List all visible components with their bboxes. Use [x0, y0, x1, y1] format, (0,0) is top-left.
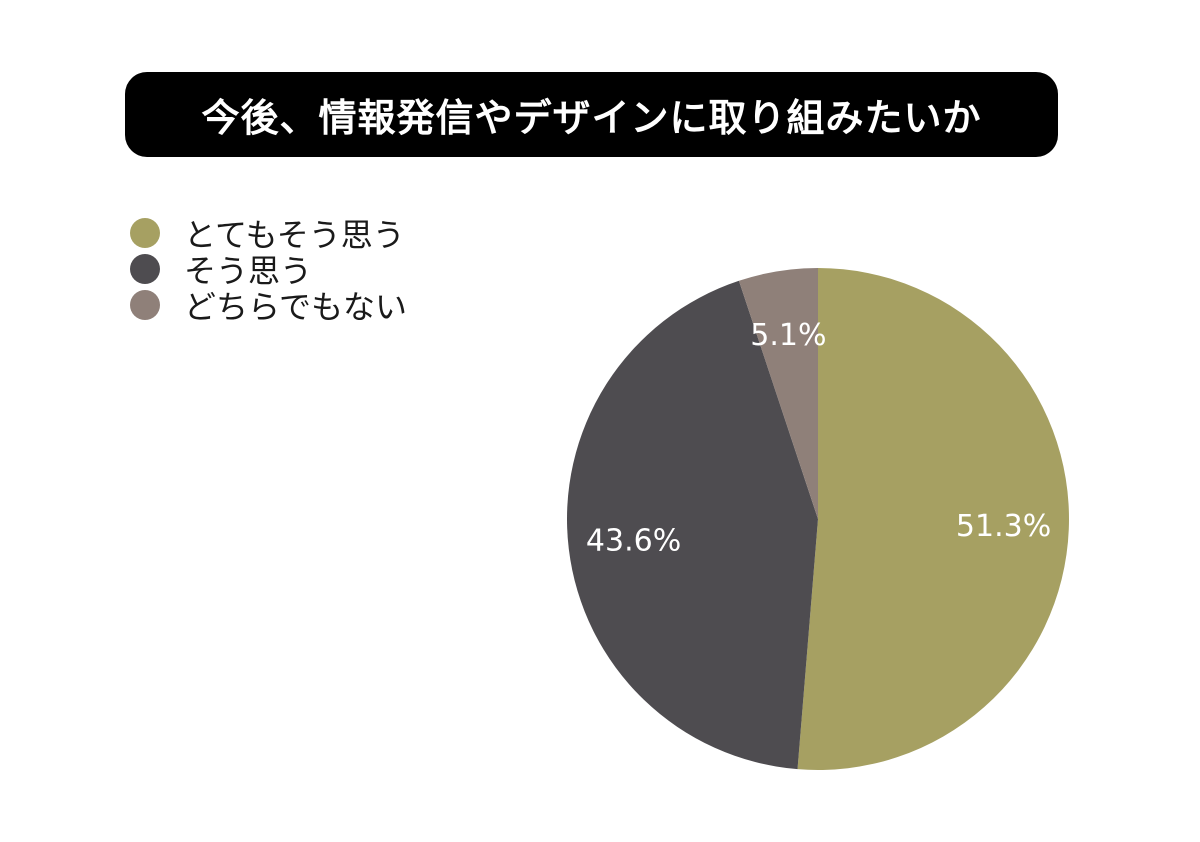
legend-swatch-1	[130, 254, 160, 284]
pie-slice-1	[566, 280, 818, 770]
legend-label-2: どちらでもない	[184, 288, 408, 326]
legend-item-1: そう思う	[130, 251, 407, 290]
legend-label-1: そう思う	[184, 252, 313, 290]
legend-swatch-0	[130, 218, 160, 248]
pie-slice-0	[797, 268, 1069, 770]
legend-item-2: どちらでもない	[130, 287, 407, 326]
legend-swatch-2	[130, 290, 160, 320]
chart-title-bar: 今後、情報発信やデザインに取り組みたいか	[125, 72, 1058, 157]
slice-value-label-1: 43.6%	[586, 524, 681, 559]
legend: とてもそう思う そう思う どちらでもない	[130, 215, 407, 326]
pie-slice-2	[738, 268, 818, 519]
chart-title: 今後、情報発信やデザインに取り組みたいか	[201, 96, 982, 140]
legend-item-0: とてもそう思う	[130, 215, 407, 254]
slice-value-label-0: 51.3%	[956, 509, 1051, 544]
legend-label-0: とてもそう思う	[184, 216, 405, 254]
slice-value-label-2: 5.1%	[750, 318, 826, 353]
